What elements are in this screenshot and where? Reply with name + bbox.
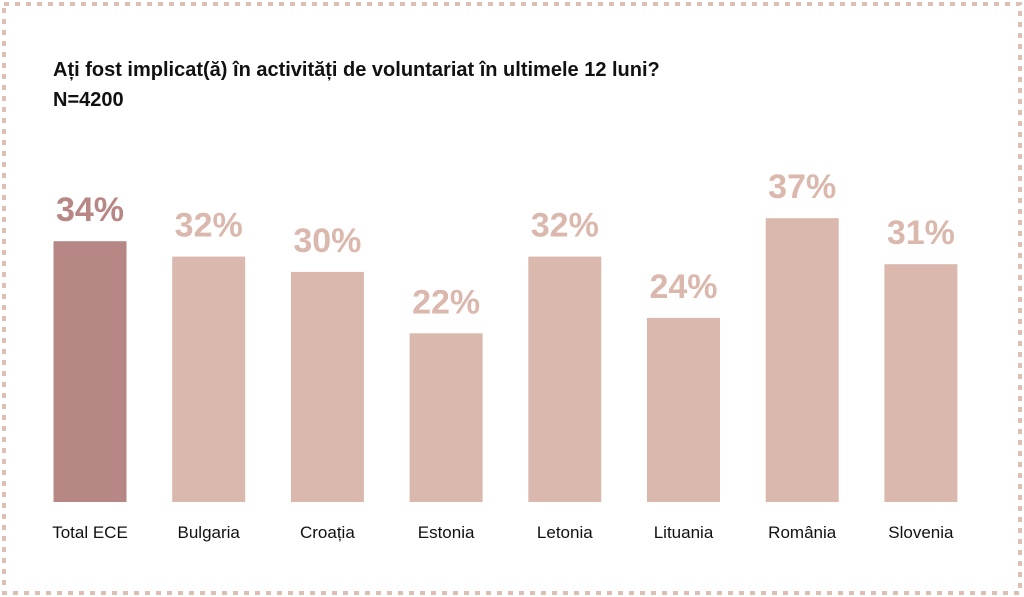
bar-total-ece: [53, 241, 127, 502]
value-label: 32%: [531, 207, 599, 245]
bars-group: 34% Total ECE 32% Bulgaria 30% Croația 22% Esto…: [52, 168, 958, 542]
category-label: Bulgaria: [178, 523, 241, 542]
category-label: Slovenia: [888, 523, 954, 542]
chart-title: Ați fost implicat(ă) în activități de vo…: [53, 59, 660, 81]
bar-bulgaria: [172, 256, 246, 502]
value-label: 32%: [175, 207, 243, 245]
value-label: 31%: [887, 214, 955, 252]
value-label: 22%: [412, 283, 480, 321]
category-label: Letonia: [537, 523, 593, 542]
chart-subtitle: N=4200: [53, 89, 124, 111]
category-label: Croația: [300, 523, 355, 542]
category-label: Total ECE: [52, 523, 128, 542]
bar-croația: [290, 271, 364, 502]
bar-românia: [765, 218, 839, 502]
value-label: 30%: [293, 222, 361, 260]
bar-estonia: [409, 333, 483, 502]
bar-lituania: [647, 317, 720, 502]
value-label: 37%: [768, 168, 836, 206]
category-label: Lituania: [654, 523, 714, 542]
category-label: România: [768, 523, 837, 542]
bar-letonia: [528, 256, 602, 502]
category-label: Estonia: [418, 523, 475, 542]
value-label: 34%: [56, 191, 124, 229]
value-label: 24%: [649, 268, 717, 306]
bar-slovenia: [884, 264, 958, 502]
